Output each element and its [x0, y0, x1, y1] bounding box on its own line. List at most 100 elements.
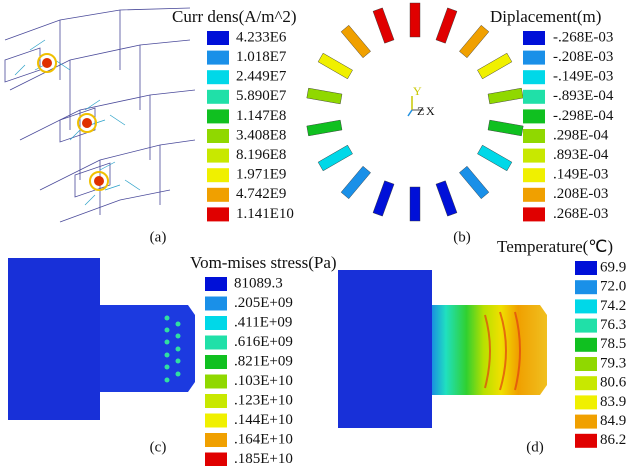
- legend-swatch: [207, 168, 229, 182]
- legend-label: -.298E-04: [553, 108, 614, 124]
- legend-swatch: [575, 261, 597, 275]
- legend-swatch: [205, 355, 227, 369]
- legend-label: 8.196E8: [236, 147, 286, 163]
- triad-x: X: [426, 104, 435, 118]
- legend-label: 4.233E6: [236, 29, 287, 45]
- legend-swatch: [575, 395, 597, 409]
- legend-swatch: [575, 299, 597, 313]
- legend-label: 1.971E9: [236, 167, 286, 183]
- ring-bar: [488, 88, 523, 104]
- legend-swatch: [207, 149, 229, 163]
- legend-swatch: [205, 336, 227, 350]
- legend-title: Vom-mises stress(Pa): [190, 253, 337, 272]
- triad-y: Y: [413, 84, 422, 98]
- panel-b-image: [307, 3, 523, 221]
- legend-label: .411E+09: [234, 314, 292, 330]
- legend-swatch: [207, 109, 229, 123]
- ring-bar: [307, 88, 342, 104]
- legend-label: .123E+10: [234, 392, 293, 408]
- legend-swatch: [207, 129, 229, 143]
- panel-a-image: [0, 0, 198, 222]
- legend-label: .893E-04: [553, 147, 609, 163]
- legend-swatch: [523, 188, 545, 202]
- caption: (b): [453, 229, 471, 245]
- legend-swatch: [523, 207, 545, 221]
- legend-label: -.893E-04: [553, 88, 614, 104]
- ring-bar: [307, 120, 342, 136]
- legend-swatch: [575, 338, 597, 352]
- legend-title: Temperature(℃): [497, 237, 613, 256]
- panel-d-image: [338, 270, 547, 428]
- panel-c-image: [8, 258, 195, 420]
- legend-label: .205E+09: [234, 295, 293, 311]
- legend-label: 69.91: [600, 259, 626, 275]
- legend-swatch: [207, 70, 229, 84]
- legend-label: 83.91: [600, 394, 626, 410]
- ring-bar: [373, 181, 394, 216]
- legend-label: .821E+09: [234, 353, 293, 369]
- legend-label: .185E+10: [234, 451, 293, 466]
- legend-title: Curr dens(A/m^2): [172, 7, 297, 26]
- legend-label: 1.018E7: [236, 49, 287, 65]
- ring-bar: [373, 8, 394, 43]
- legend-label: .103E+10: [234, 373, 293, 389]
- legend-label: 1.141E10: [236, 206, 294, 222]
- legend-label: 74.21: [600, 298, 626, 314]
- ring-bar: [318, 53, 352, 79]
- legend-swatch: [575, 357, 597, 371]
- legend-label: 80.66: [600, 375, 626, 391]
- legend-label: .298E-04: [553, 127, 609, 143]
- ring-bar: [488, 120, 523, 136]
- legend-title: Diplacement(m): [490, 7, 601, 26]
- legend-swatch: [207, 207, 229, 221]
- legend-swatch: [575, 319, 597, 333]
- legend-swatch: [205, 375, 227, 389]
- legend-label: 4.742E9: [236, 186, 286, 202]
- legend-swatch: [205, 394, 227, 408]
- legend-swatch: [205, 414, 227, 428]
- ring-bar: [341, 25, 371, 57]
- ring-bar: [477, 145, 511, 171]
- legend-label: .164E+10: [234, 431, 293, 447]
- triad: Y Z X: [408, 84, 435, 118]
- legend-swatch: [207, 90, 229, 104]
- legend-swatch: [205, 277, 227, 291]
- legend-swatch: [523, 129, 545, 143]
- legend-swatch: [207, 188, 229, 202]
- legend-swatch: [523, 51, 545, 65]
- legend-swatch: [575, 434, 597, 448]
- legend-label: -.208E-03: [553, 49, 613, 65]
- legend-swatch: [523, 109, 545, 123]
- legend-swatch: [575, 376, 597, 390]
- ring-bar: [459, 166, 489, 198]
- legend-swatch: [575, 280, 597, 294]
- triad-z: Z: [417, 104, 424, 118]
- ring-bar: [410, 3, 420, 37]
- ring-bar: [318, 145, 352, 171]
- legend-label: 5.890E7: [236, 88, 287, 104]
- legend-label: 2.449E7: [236, 69, 287, 85]
- legend-swatch: [523, 168, 545, 182]
- legend-label: .149E-03: [553, 167, 608, 183]
- legend-label: 3.408E8: [236, 127, 286, 143]
- legend-swatch: [523, 90, 545, 104]
- legend-swatch: [575, 415, 597, 429]
- legend-label: 81089.3: [234, 275, 283, 291]
- caption: (a): [150, 229, 167, 245]
- legend-label: 72.06: [600, 279, 626, 295]
- legend-swatch: [523, 149, 545, 163]
- ring-bar: [436, 181, 457, 216]
- ring-bar: [477, 53, 511, 79]
- ring-bar: [459, 25, 489, 57]
- legend-label: .144E+10: [234, 412, 293, 428]
- legend-swatch: [523, 70, 545, 84]
- figure: Y Z X Curr dens(A/m^2) (a) 4.233E6 1.018E7 2…: [0, 0, 626, 466]
- legend-swatch: [205, 433, 227, 447]
- ring-bar: [436, 8, 457, 43]
- legend-label: -.268E-03: [553, 29, 613, 45]
- legend-swatch: [205, 453, 227, 466]
- legend-label: 1.147E8: [236, 108, 286, 124]
- legend-swatch: [207, 51, 229, 65]
- legend-label: 79.36: [600, 355, 626, 371]
- ring-bar: [410, 187, 420, 221]
